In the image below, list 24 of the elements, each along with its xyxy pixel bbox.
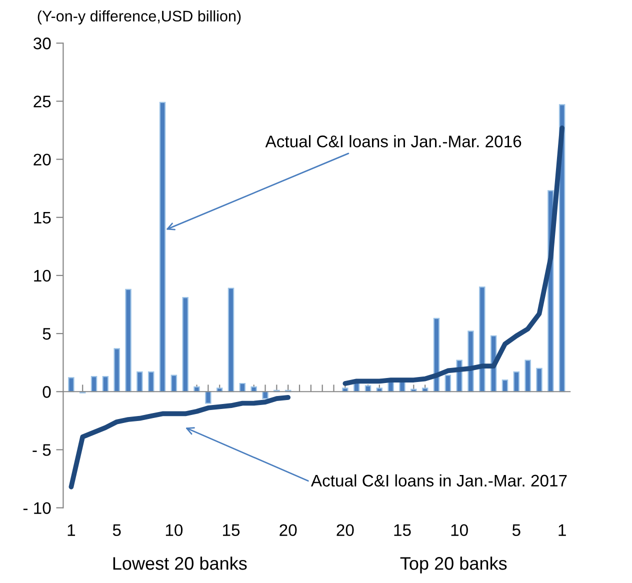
x-tick-label: 15 — [394, 524, 411, 536]
x-tick-label: 5 — [112, 524, 121, 536]
x-tick-label: 1 — [558, 524, 566, 536]
y-axis-title: (Y-on-y difference,USD billion) — [38, 10, 241, 25]
text: Top 20 banks — [400, 556, 507, 574]
y-tick-label: - 5 — [32, 444, 51, 456]
text: Lowest 20 banks — [113, 556, 247, 570]
y-tick-label: 20 — [34, 154, 51, 166]
y-tick-label: 15 — [34, 212, 51, 224]
y-tick-label: 10 — [34, 270, 51, 282]
x-tick-label: 15 — [223, 524, 240, 536]
x-tick-label: 10 — [451, 524, 468, 536]
text: Actual C&I loans in Jan.-Mar. 2016 — [265, 135, 522, 148]
y-tick-label: 5 — [42, 328, 51, 340]
x-tick-label: 20 — [336, 524, 354, 536]
x-tick-label: 1 — [68, 524, 76, 536]
y-tick-label: 25 — [34, 96, 51, 108]
text: Actual C&I loans in Jan.-Mar. 2017 — [310, 474, 567, 487]
x-tick-label: 20 — [280, 524, 297, 536]
x-tick-label: 5 — [512, 524, 520, 536]
y-tick-label: - 10 — [23, 502, 51, 514]
y-tick-label: 0 — [42, 386, 51, 398]
y-tick-label: 30 — [33, 38, 51, 50]
x-tick-label: 10 — [166, 524, 183, 536]
